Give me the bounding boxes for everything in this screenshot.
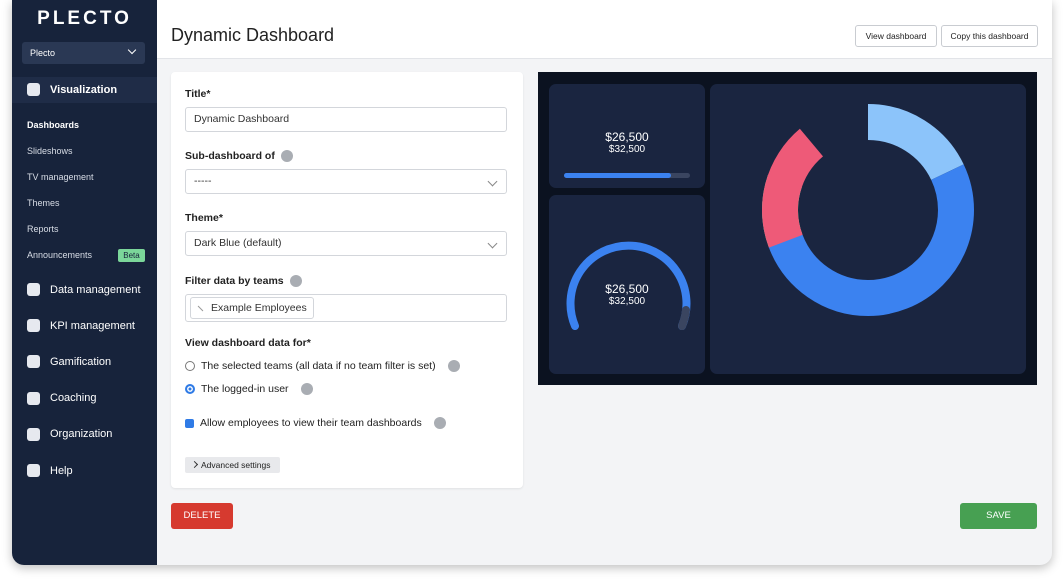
input-value: Dynamic Dashboard bbox=[194, 113, 290, 125]
section-label: Visualization bbox=[50, 83, 118, 96]
account-name: Plecto bbox=[30, 48, 56, 58]
save-button[interactable]: SAVE bbox=[960, 503, 1037, 529]
section-label: Organization bbox=[50, 428, 113, 441]
account-select[interactable]: Plecto bbox=[22, 42, 145, 64]
icon bbox=[27, 464, 40, 477]
view-button[interactable]: View dashboard bbox=[855, 25, 937, 47]
widget-target: $32,500 bbox=[608, 144, 646, 155]
view-for-label: View dashboard data for* bbox=[185, 337, 311, 349]
donut-segment bbox=[762, 103, 974, 316]
dashboard-preview: $26,500 $32,500 $26,500 $32,500 bbox=[538, 72, 1037, 385]
chevron bbox=[487, 176, 498, 187]
widget-value: $26,500 bbox=[605, 282, 649, 296]
advanced-button[interactable]: Advanced settings bbox=[185, 457, 280, 473]
widget-target: $32,500 bbox=[608, 296, 646, 307]
help-icon bbox=[433, 417, 446, 429]
nav-section[interactable]: Coaching bbox=[27, 391, 97, 405]
gauge-rest bbox=[678, 306, 690, 330]
donut bbox=[762, 103, 974, 316]
help-icon bbox=[447, 360, 460, 372]
help-icon bbox=[289, 275, 302, 288]
field-label: Sub-dashboard of bbox=[185, 150, 293, 163]
input[interactable]: Dynamic Dashboard bbox=[185, 107, 507, 132]
input-value: Dark Blue (default) bbox=[194, 237, 282, 249]
help-icon bbox=[300, 383, 313, 395]
input[interactable]: Dark Blue (default) bbox=[185, 231, 507, 256]
field-label: Theme* bbox=[185, 212, 223, 224]
delete-button[interactable]: DELETE bbox=[171, 503, 233, 529]
number-widget: $26,500 $32,500 bbox=[549, 84, 705, 188]
logo: PLECTO bbox=[37, 8, 132, 29]
team-tag: Example Employees bbox=[190, 297, 314, 319]
nav-section[interactable]: KPI management bbox=[27, 319, 135, 333]
checkbox-label: Allow employees to view their team dashb… bbox=[200, 417, 422, 429]
label-text: Theme* bbox=[185, 212, 223, 224]
nav-section[interactable]: Gamification bbox=[27, 355, 112, 369]
sidebar: PLECTO Plecto Visualization Dashboards Sl… bbox=[12, 0, 157, 565]
checkbox bbox=[185, 418, 194, 428]
progress-bar bbox=[564, 173, 671, 178]
gauge-arc bbox=[566, 241, 691, 330]
section-label: Help bbox=[50, 464, 73, 477]
icon bbox=[27, 283, 40, 296]
icon bbox=[27, 427, 40, 441]
copy-button[interactable]: Copy this dashboard bbox=[941, 25, 1038, 47]
icon bbox=[27, 355, 40, 369]
widget-value: $26,500 bbox=[605, 130, 649, 144]
chevron bbox=[127, 45, 137, 55]
label-text: Sub-dashboard of bbox=[185, 150, 275, 162]
icon bbox=[27, 391, 40, 405]
section-label: Coaching bbox=[50, 392, 97, 405]
nav-subitem[interactable]: Slideshows bbox=[27, 146, 73, 156]
input-value: ----- bbox=[194, 175, 212, 187]
chevron bbox=[190, 460, 199, 469]
label-text: Filter data by teams bbox=[185, 275, 284, 287]
section-label: Data management bbox=[50, 283, 141, 296]
gauge-widget: $26,500 $32,500 bbox=[549, 195, 705, 374]
nav-section[interactable]: Organization bbox=[27, 427, 113, 441]
active-section[interactable]: Visualization bbox=[12, 77, 157, 103]
option-label: The logged-in user bbox=[201, 383, 289, 395]
donut-segment bbox=[762, 104, 974, 316]
label-text: Title* bbox=[185, 88, 211, 100]
beta-badge: Beta bbox=[118, 249, 145, 262]
field-label: Title* bbox=[185, 88, 210, 100]
app-window: PLECTO Plecto Visualization Dashboards Sl… bbox=[12, 0, 1052, 565]
icon bbox=[27, 83, 40, 96]
nav-subitem[interactable]: Dashboards bbox=[27, 120, 80, 130]
nav-subitem[interactable]: Announcements bbox=[27, 250, 93, 260]
nav-section[interactable]: Data management bbox=[27, 283, 141, 296]
checkbox-option[interactable]: Allow employees to view their team dashb… bbox=[185, 417, 446, 429]
form-card: Title* Dynamic Dashboard Sub-dashboard of -… bbox=[171, 72, 523, 488]
tag-label: Example Employees bbox=[211, 302, 307, 314]
input[interactable]: ----- bbox=[185, 169, 507, 194]
help-icon bbox=[280, 150, 293, 163]
chevron bbox=[487, 238, 498, 249]
donut-segment bbox=[762, 104, 974, 316]
radio-option[interactable]: The logged-in user bbox=[185, 383, 313, 395]
header: Dynamic Dashboard View dashboard Copy th… bbox=[157, 0, 1052, 59]
page-title: Dynamic Dashboard bbox=[171, 25, 335, 45]
field-label: Filter data by teams bbox=[185, 275, 302, 288]
radio-option[interactable]: The selected teams (all data if no team … bbox=[185, 360, 460, 372]
nav-subitem[interactable]: Themes bbox=[27, 198, 60, 208]
nav-subitem[interactable]: TV management bbox=[27, 172, 94, 182]
icon bbox=[27, 319, 40, 333]
nav-section[interactable]: Help bbox=[27, 464, 73, 477]
input[interactable]: Example Employees bbox=[185, 294, 507, 322]
gauge bbox=[566, 241, 691, 330]
section-label: Gamification bbox=[50, 355, 112, 368]
donut-widget bbox=[710, 84, 1026, 374]
option-label: The selected teams (all data if no team … bbox=[201, 360, 436, 372]
radio bbox=[185, 361, 195, 371]
radio-selected bbox=[185, 384, 195, 394]
section-label: KPI management bbox=[50, 319, 135, 332]
tag-remove[interactable] bbox=[197, 305, 204, 312]
advanced-label: Advanced settings bbox=[201, 460, 271, 470]
nav-subitem[interactable]: Reports bbox=[27, 224, 59, 234]
